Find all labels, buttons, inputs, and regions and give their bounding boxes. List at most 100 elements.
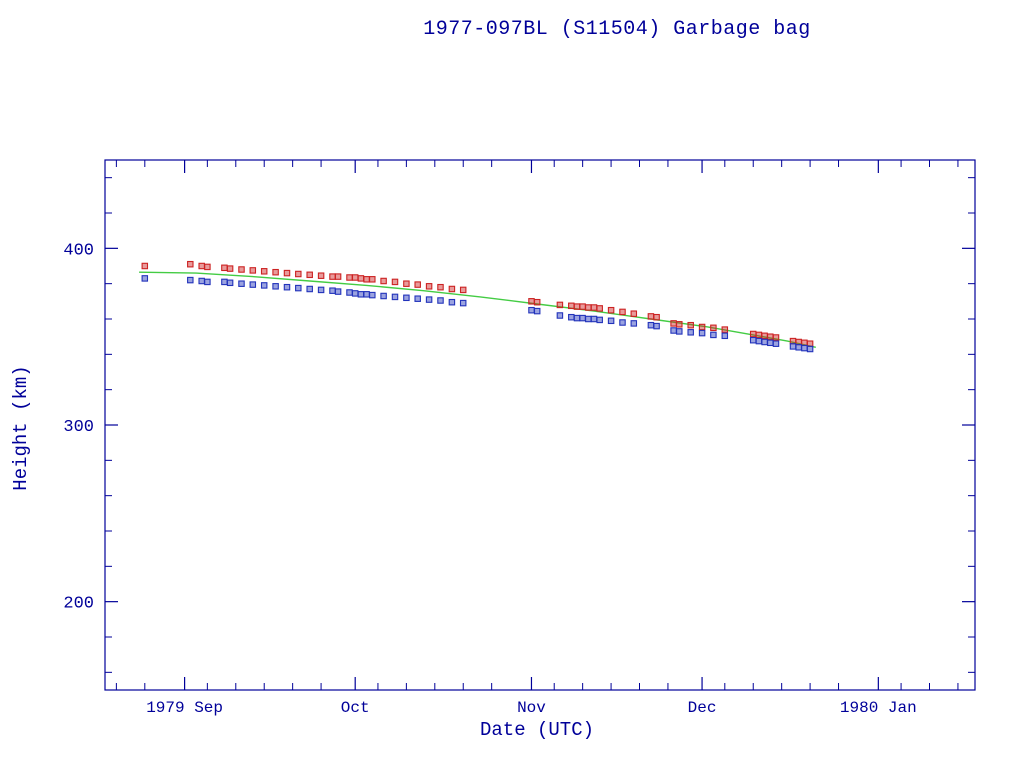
perigee-height-point <box>653 322 660 330</box>
apogee-height-point <box>403 280 410 287</box>
apogee-height-markers <box>141 260 814 347</box>
apogee-height-point <box>568 302 575 310</box>
perigee-height-point <box>619 319 626 326</box>
apogee-height-point <box>249 267 257 274</box>
perigee-height-point <box>425 296 433 303</box>
apogee-height-point <box>647 313 655 320</box>
x-tick-label: 1980 Jan <box>840 699 917 717</box>
apogee-height-point <box>698 323 706 331</box>
apogee-height-point <box>448 285 456 293</box>
apogee-height-point <box>767 333 774 340</box>
apogee-height-point <box>363 276 370 283</box>
apogee-height-point <box>579 303 586 310</box>
apogee-height-point <box>806 340 814 347</box>
apogee-height-point <box>676 321 683 328</box>
perigee-height-point <box>676 328 683 335</box>
apogee-height-point <box>369 276 376 283</box>
apogee-height-point <box>317 272 325 279</box>
apogee-height-point <box>755 331 763 339</box>
perigee-height-point <box>334 288 342 295</box>
apogee-height-point <box>141 262 149 270</box>
apogee-height-point <box>607 306 615 314</box>
apogee-height-point <box>425 283 433 290</box>
perigee-height-point <box>391 293 399 301</box>
apogee-height-point <box>653 313 660 321</box>
perigee-height-markers <box>141 275 814 353</box>
perigee-height-point <box>204 278 211 286</box>
apogee-height-point <box>619 308 626 316</box>
mean-height-fit <box>139 271 816 348</box>
apogee-height-point <box>221 264 228 272</box>
apogee-height-point <box>772 334 780 341</box>
apogee-height-point <box>357 275 365 282</box>
apogee-height-point <box>226 265 234 272</box>
perigee-height-point <box>761 338 768 346</box>
perigee-height-point <box>755 337 763 345</box>
perigee-height-point <box>306 285 313 293</box>
apogee-height-point <box>585 304 592 311</box>
perigee-height-point <box>238 280 245 287</box>
apogee-height-point <box>283 269 291 277</box>
perigee-height-point <box>596 316 603 324</box>
perigee-height-point <box>573 314 581 322</box>
perigee-height-point <box>198 277 205 285</box>
apogee-height-point <box>459 286 467 294</box>
perigee-height-point <box>710 331 717 339</box>
y-tick-label: 300 <box>63 418 94 437</box>
apogee-height-point <box>789 337 797 345</box>
perigee-height-point <box>607 317 615 325</box>
apogee-height-point <box>238 266 245 273</box>
perigee-height-point <box>806 345 814 353</box>
perigee-height-point <box>363 291 370 298</box>
perigee-height-point <box>749 336 757 344</box>
perigee-height-point <box>141 275 149 282</box>
perigee-height-point <box>789 343 797 350</box>
x-tick-label: Nov <box>517 699 546 717</box>
apogee-height-point <box>272 268 279 276</box>
apogee-height-point <box>590 304 598 311</box>
perigee-height-point <box>647 321 655 329</box>
perigee-height-point <box>380 292 387 300</box>
chart-title: 1977-097BL (S11504) Garbage bag <box>423 18 811 41</box>
apogee-height-point <box>749 330 757 338</box>
apogee-height-point <box>295 270 302 278</box>
perigee-height-point <box>590 315 598 323</box>
apogee-height-point <box>329 273 336 280</box>
perigee-height-point <box>767 339 774 347</box>
perigee-height-point <box>630 320 638 327</box>
apogee-height-point <box>391 278 399 286</box>
x-tick-label: Dec <box>688 699 717 717</box>
apogee-height-point <box>670 320 677 327</box>
perigee-height-point <box>187 276 194 284</box>
plot-frame <box>104 159 976 691</box>
perigee-height-point <box>351 290 359 297</box>
perigee-height-point <box>226 279 234 287</box>
apogee-height-point <box>334 273 342 280</box>
apogee-height-point <box>414 281 421 288</box>
apogee-height-point <box>346 274 353 281</box>
perigee-height-point <box>698 329 706 337</box>
perigee-height-point <box>772 340 780 347</box>
x-tick-label: 1979 Sep <box>146 699 223 717</box>
perigee-height-point <box>260 282 268 289</box>
apogee-height-point <box>380 277 387 285</box>
perigee-height-point <box>295 284 302 292</box>
apogee-height-point <box>528 298 535 305</box>
perigee-height-point <box>670 327 677 334</box>
perigee-height-point <box>403 294 410 302</box>
perigee-height-point <box>556 312 564 319</box>
apogee-height-point <box>437 283 444 291</box>
perigee-height-point <box>346 289 353 296</box>
perigee-height-point <box>221 278 228 286</box>
apogee-height-point <box>801 339 808 347</box>
apogee-height-point <box>187 260 194 268</box>
y-tick-label: 200 <box>63 595 94 614</box>
perigee-height-point <box>414 295 421 302</box>
apogee-height-point <box>573 303 581 310</box>
perigee-height-point <box>437 297 444 304</box>
apogee-height-point <box>687 321 694 329</box>
x-tick-label: Oct <box>341 699 370 717</box>
perigee-height-point <box>579 314 586 322</box>
apogee-height-point <box>306 271 313 279</box>
